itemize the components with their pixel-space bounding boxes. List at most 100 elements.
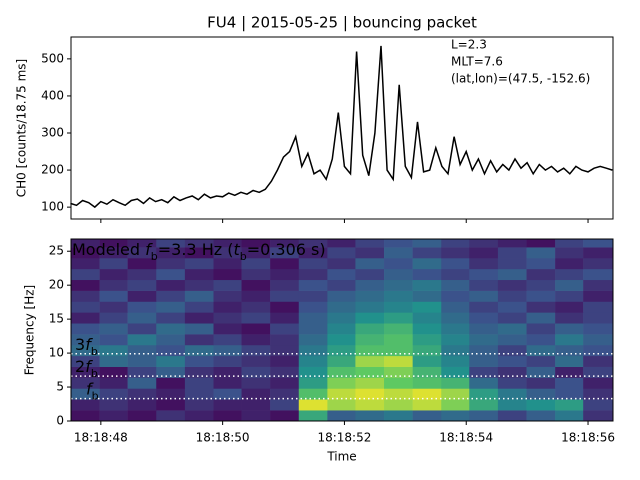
heatmap-cell xyxy=(241,377,271,389)
heatmap-cell xyxy=(184,355,214,367)
heatmap-cell xyxy=(213,410,242,421)
heatmap-cell xyxy=(526,377,556,389)
heatmap-cell xyxy=(441,290,470,302)
heatmap-cell xyxy=(156,366,186,378)
heatmap-cell xyxy=(412,366,442,378)
heatmap-cell xyxy=(241,399,271,411)
heatmap-cell xyxy=(412,312,442,324)
text-part: b xyxy=(151,250,158,263)
heatmap-cell xyxy=(497,323,527,335)
heatmap-cell xyxy=(213,388,242,400)
heatmap-cell xyxy=(184,258,214,270)
heatmap-cell xyxy=(213,301,242,313)
heatmap-cell xyxy=(298,377,328,389)
heatmap-cell xyxy=(184,247,214,259)
heatmap-cell xyxy=(270,239,300,248)
heatmap-cell xyxy=(127,344,157,357)
heatmap-cell xyxy=(298,258,328,270)
heatmap-cell xyxy=(71,268,100,281)
heatmap-cell xyxy=(298,323,328,335)
heatmap-cell xyxy=(441,258,470,270)
text-part: b xyxy=(91,367,98,380)
heatmap-cell xyxy=(241,410,271,421)
text-part: f xyxy=(145,240,153,259)
heatmap-cell xyxy=(555,312,584,324)
heatmap-cell xyxy=(355,323,385,335)
heatmap-cell xyxy=(583,247,613,259)
heatmap-cell xyxy=(555,377,584,389)
heatmap-cell xyxy=(241,239,271,248)
heatmap-cell xyxy=(355,377,385,389)
heatmap-cell xyxy=(298,388,328,400)
heatmap-cell xyxy=(298,366,328,378)
text-part: =0.306 s) xyxy=(247,240,326,259)
heatmap-cell xyxy=(127,366,157,378)
heatmap-cell xyxy=(327,344,356,357)
heatmap-cell xyxy=(270,279,300,291)
heatmap-cell xyxy=(384,268,413,281)
heatmap-cell xyxy=(441,301,470,313)
heatmap-cell xyxy=(241,334,271,346)
heatmap-cell xyxy=(184,334,214,346)
heatmap-cell xyxy=(298,344,328,357)
heatmap-cell xyxy=(270,312,300,324)
heatmap-cell xyxy=(213,399,242,411)
heatmap-cell xyxy=(469,388,499,400)
heatmap-cell xyxy=(213,355,242,367)
chart-title: FU4 | 2015-05-25 | bouncing packet xyxy=(207,14,477,32)
heatmap-cell xyxy=(298,334,328,346)
heatmap-cell xyxy=(327,377,356,389)
heatmap-cell xyxy=(384,399,413,411)
heatmap-cell xyxy=(497,290,527,302)
heatmap-cell xyxy=(270,355,300,367)
heatmap-cell xyxy=(526,355,556,367)
heatmap-cell xyxy=(469,355,499,367)
heatmap-cell xyxy=(412,399,442,411)
heatmap-cell xyxy=(384,355,413,367)
heatmap-cell xyxy=(156,410,186,421)
heatmap-cell xyxy=(241,312,271,324)
heatmap-cell xyxy=(441,388,470,400)
heatmap-cell xyxy=(298,247,328,259)
heatmap-cell xyxy=(555,334,584,346)
y-tick-label: 5 xyxy=(56,380,64,394)
heatmap-cell xyxy=(355,334,385,346)
heatmap-cell xyxy=(555,410,584,421)
heatmap-cell xyxy=(241,301,271,313)
heatmap-cell xyxy=(583,334,613,346)
heatmap-cell xyxy=(583,377,613,389)
heatmap-cell xyxy=(355,344,385,357)
heatmap-cell xyxy=(99,258,128,270)
heatmap-cell xyxy=(270,388,300,400)
harmonic-label: 3fb xyxy=(75,334,98,357)
text-part: b xyxy=(240,250,247,263)
heatmap-cell xyxy=(213,344,242,357)
heatmap-cell xyxy=(469,366,499,378)
heatmap-cell xyxy=(497,410,527,421)
heatmap-cell xyxy=(355,279,385,291)
heatmap-cell xyxy=(497,388,527,400)
heatmap-cell xyxy=(241,247,271,259)
heatmap-cell xyxy=(583,323,613,335)
heatmap-cell xyxy=(384,239,413,248)
heatmap-cell xyxy=(213,312,242,324)
heatmap-cell xyxy=(412,344,442,357)
heatmap-cell xyxy=(497,247,527,259)
heatmap-cell xyxy=(583,258,613,270)
heatmap-cell xyxy=(526,279,556,291)
heatmap-cell xyxy=(355,258,385,270)
heatmap-cell xyxy=(99,334,128,346)
heatmap-cell xyxy=(71,258,100,270)
heatmap-cell xyxy=(412,279,442,291)
annotation: (lat,lon)=(47.5, -152.6) xyxy=(451,72,590,86)
heatmap-cell xyxy=(156,279,186,291)
heatmap-cell xyxy=(441,366,470,378)
heatmap-cell xyxy=(497,334,527,346)
heatmap-cell xyxy=(241,279,271,291)
text-part: f xyxy=(85,334,93,353)
heatmap-cell xyxy=(298,268,328,281)
heatmap-cell xyxy=(298,301,328,313)
heatmap-cell xyxy=(355,366,385,378)
heatmap-cell xyxy=(298,239,328,248)
